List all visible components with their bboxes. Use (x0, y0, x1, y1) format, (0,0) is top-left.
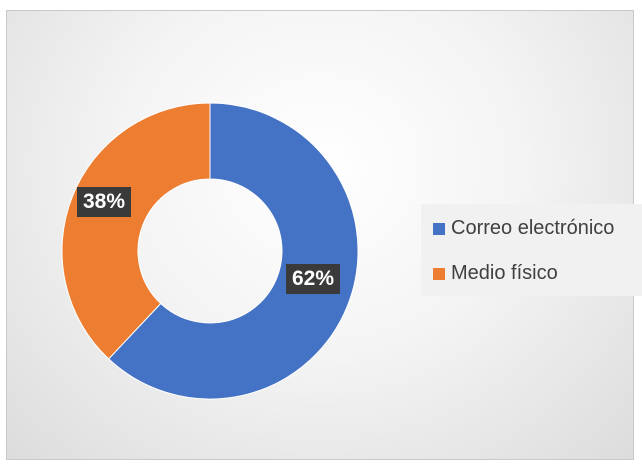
legend-label-medio-fisico: Medio físico (451, 262, 558, 284)
legend-swatch-medio-fisico (433, 267, 445, 280)
legend-item-medio-fisico: Medio físico (433, 262, 558, 285)
data-label-correo-electronico: 62% (286, 264, 341, 294)
chart-area: 38% 62% Correo electrónico Medio físico (6, 10, 642, 460)
chart-legend: Correo electrónico Medio físico (421, 204, 642, 296)
legend-swatch-correo-electronico (433, 222, 445, 235)
donut-slice-1 (61, 102, 211, 360)
legend-item-correo-electronico: Correo electrónico (433, 217, 614, 240)
legend-label-correo-electronico: Correo electrónico (451, 217, 615, 239)
donut-chart (61, 102, 359, 400)
donut-slice-0 (107, 102, 359, 400)
data-label-medio-fisico: 38% (77, 187, 132, 217)
